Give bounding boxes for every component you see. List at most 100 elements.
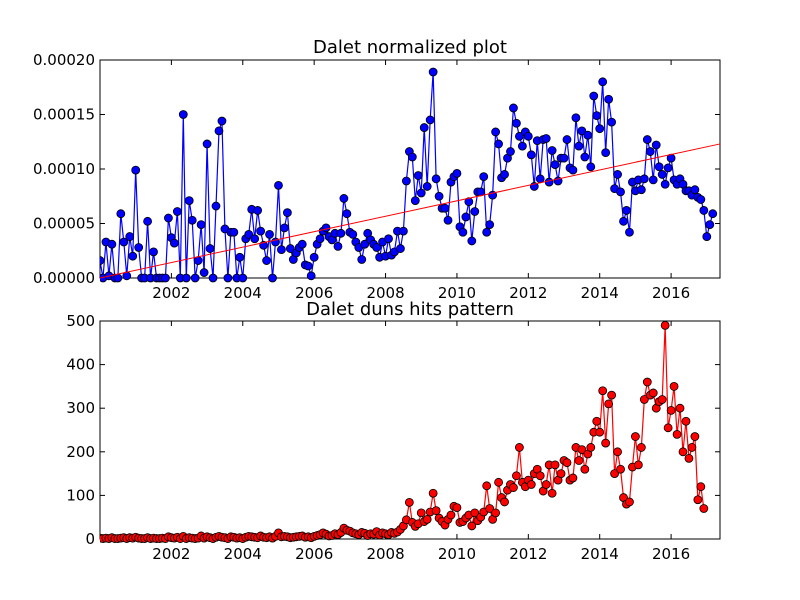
normalized-data-point	[149, 247, 158, 257]
normalized-x-tick-label: 2006	[295, 284, 333, 302]
normalized-data-point	[277, 245, 286, 255]
hits-data-point	[613, 447, 622, 457]
normalized-data-point	[619, 216, 628, 226]
normalized-data-point	[434, 191, 444, 201]
normalized-data-point	[244, 229, 254, 239]
normalized-data-point	[339, 194, 349, 203]
normalized-data-point	[217, 116, 227, 126]
normalized-data-point	[280, 223, 289, 233]
normalized-data-point	[431, 174, 441, 184]
normalized-data-point	[458, 227, 468, 237]
hits-data-point	[485, 504, 495, 513]
normalized-data-point	[214, 126, 224, 136]
normalized-data-point	[333, 241, 343, 251]
hits-x-tick-label: 2014	[581, 545, 619, 563]
normalized-data-point	[425, 115, 435, 125]
hits-data-point	[642, 377, 652, 387]
hits-x-tick-label: 2008	[366, 545, 404, 563]
normalized-data-point	[506, 147, 515, 156]
normalized-data-point	[461, 212, 471, 222]
normalized-data-point	[577, 126, 587, 136]
hits-data-point	[660, 320, 670, 330]
hits-data-point	[687, 443, 697, 452]
hits-data-point	[509, 483, 518, 492]
normalized-data-point	[190, 273, 200, 283]
normalized-data-point	[229, 227, 239, 237]
normalized-data-point	[419, 123, 429, 132]
hits-data-point	[541, 480, 551, 489]
hits-data-point	[625, 497, 634, 507]
hits-data-point	[648, 388, 658, 398]
normalized-data-point	[128, 251, 138, 261]
normalized-data-point	[571, 113, 581, 123]
hits-data-point	[577, 445, 587, 455]
hits-data-point	[404, 497, 414, 507]
normalized-data-point	[452, 168, 462, 178]
normalized-data-point	[494, 139, 503, 149]
normalized-data-point	[509, 103, 518, 113]
hits-data-point	[526, 480, 536, 489]
hits-data-point	[416, 508, 426, 518]
hits-y-tick-label: 0	[85, 530, 95, 548]
normalized-data-point	[315, 234, 325, 244]
normalized-data-point	[699, 206, 709, 215]
normalized-data-point	[541, 134, 551, 143]
hits-data-point	[494, 477, 503, 487]
hits-data-point	[666, 405, 676, 415]
normalized-data-point	[208, 273, 218, 283]
hits-data-point	[675, 403, 685, 413]
normalized-data-point	[238, 273, 248, 283]
normalized-data-point	[535, 174, 545, 184]
normalized-data-point	[512, 118, 521, 128]
normalized-data-point	[396, 244, 405, 253]
normalized-series-layer	[100, 67, 721, 283]
normalized-data-point	[702, 232, 712, 241]
normalized-y-tick-label: 0.00010	[33, 160, 95, 178]
normalized-data-point	[401, 176, 411, 186]
hits-x-tick-label: 2016	[652, 545, 690, 563]
normalized-y-tick-label: 0.00020	[33, 51, 95, 69]
normalized-data-point	[589, 91, 599, 101]
normalized-x-tick-label: 2008	[366, 284, 404, 302]
normalized-data-point	[413, 171, 423, 180]
normalized-data-point	[416, 188, 426, 198]
normalized-data-point	[384, 234, 393, 244]
hits-data-point	[657, 395, 667, 404]
normalized-data-point	[184, 196, 194, 206]
hits-data-point	[631, 432, 640, 441]
normalized-data-point	[654, 162, 664, 172]
normalized-data-point	[357, 255, 367, 264]
normalized-data-point	[583, 130, 593, 140]
normalized-data-point	[639, 174, 649, 184]
hits-data-point	[482, 481, 492, 491]
normalized-data-point	[125, 232, 135, 241]
hits-data-point	[678, 447, 688, 457]
hits-data-point	[616, 464, 625, 474]
normalized-data-point	[282, 208, 292, 218]
hits-axes-frame	[99, 320, 721, 540]
hits-series-layer	[100, 320, 709, 543]
normalized-data-point	[645, 147, 655, 156]
hits-data-point	[604, 399, 614, 409]
hits-data-point	[535, 471, 545, 481]
hits-data-point	[547, 488, 557, 498]
normalized-data-point	[100, 256, 105, 265]
normalized-data-point	[202, 139, 212, 149]
normalized-data-point	[517, 141, 527, 151]
normalized-data-point	[616, 187, 625, 197]
normalized-data-point	[116, 209, 126, 219]
hits-data-point	[595, 427, 605, 437]
hits-y-tick-label: 400	[66, 356, 95, 374]
hits-data-point	[586, 443, 596, 452]
normalized-data-point	[303, 261, 313, 271]
normalized-data-point	[660, 179, 670, 189]
normalized-data-point	[559, 153, 569, 163]
hits-x-tick-label: 2012	[509, 545, 547, 563]
normalized-data-point	[164, 213, 173, 223]
hits-data-point	[639, 395, 649, 404]
hits-data-point	[562, 458, 572, 468]
normalized-data-point	[601, 148, 611, 158]
normalized-data-point	[464, 197, 474, 207]
normalized-data-point	[470, 207, 480, 216]
normalized-data-point	[360, 239, 370, 249]
